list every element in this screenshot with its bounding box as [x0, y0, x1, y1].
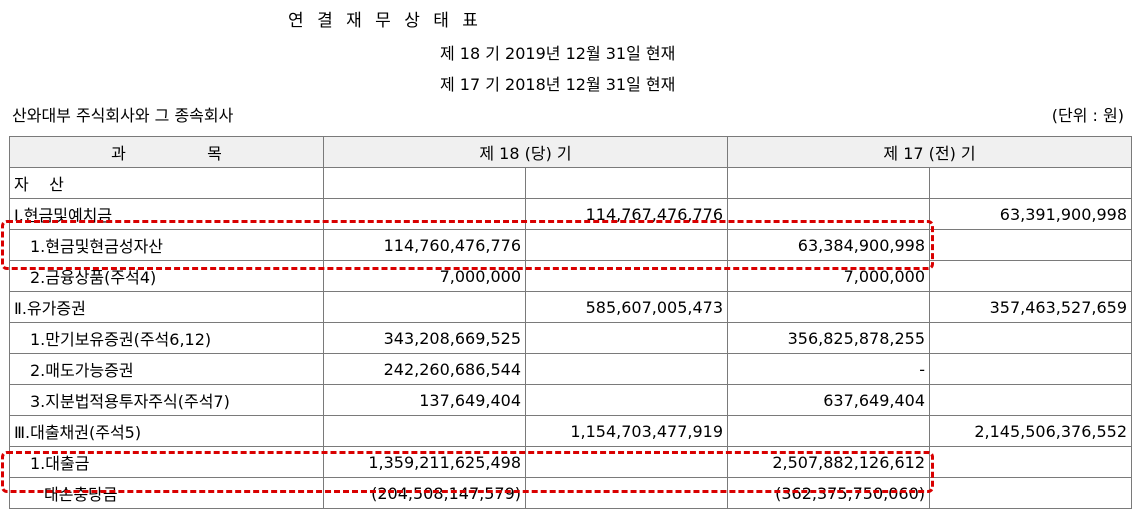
prior-total: 357,463,527,659: [929, 291, 1133, 323]
statement-title: 연 결 재 무 상 태 표: [288, 11, 482, 31]
prior-detail: 356,825,878,255: [727, 322, 931, 354]
table-row: 1.대출금 1,359,211,625,498 2,507,882,126,61…: [9, 446, 1133, 478]
current-detail: 1,359,211,625,498: [323, 446, 526, 478]
current-detail: (204,508,147,579): [323, 477, 526, 509]
prior-total: [929, 167, 1133, 199]
table-row: 3.지분법적용투자주식(주석7) 137,649,404 637,649,404: [9, 384, 1133, 416]
col-current-header: 제 18 (당) 기: [322, 136, 729, 168]
current-total: [524, 353, 729, 385]
prior-detail: 2,507,882,126,612: [727, 446, 931, 478]
prior-total: [929, 446, 1133, 478]
col-prior-header: 제 17 (전) 기: [727, 136, 1133, 168]
prior-detail: 637,649,404: [727, 384, 931, 416]
header-row: 과 목 제 18 (당) 기 제 17 (전) 기: [9, 136, 1133, 168]
account-label: 1.현금및현금성자산: [9, 229, 324, 261]
table-row: 대손충당금 (204,508,147,579) (362,375,750,060…: [9, 477, 1133, 509]
current-detail: [323, 291, 526, 323]
prior-detail: [727, 291, 931, 323]
current-total: [524, 322, 729, 354]
period-prior: 제 17 기 2018년 12월 31일 현재: [440, 75, 676, 94]
prior-detail: 7,000,000: [727, 260, 931, 292]
current-detail: [323, 415, 526, 447]
prior-total: [929, 229, 1133, 261]
table-row: Ⅰ.현금및예치금 114,767,476,776 63,391,900,998: [9, 198, 1133, 230]
current-detail: [323, 167, 526, 199]
current-detail: 343,208,669,525: [323, 322, 526, 354]
prior-total: 2,145,506,376,552: [929, 415, 1133, 447]
prior-detail: 63,384,900,998: [727, 229, 931, 261]
balance-sheet-table: 과 목 제 18 (당) 기 제 17 (전) 기 자 산 Ⅰ.현금및예치금 1…: [9, 136, 1133, 509]
table-row: 2.금융상품(주석4) 7,000,000 7,000,000: [9, 260, 1133, 292]
table-row: 1.만기보유증권(주석6,12) 343,208,669,525 356,825…: [9, 322, 1133, 354]
account-label: 2.금융상품(주석4): [9, 260, 324, 292]
prior-detail: [727, 167, 931, 199]
current-total: 114,767,476,776: [524, 198, 729, 230]
table-row: Ⅱ.유가증권 585,607,005,473 357,463,527,659: [9, 291, 1133, 323]
current-detail: 137,649,404: [323, 384, 526, 416]
current-detail: [323, 198, 526, 230]
current-total: [524, 260, 729, 292]
account-label: Ⅲ.대출채권(주석5): [9, 415, 324, 447]
account-label: 3.지분법적용투자주식(주석7): [9, 384, 324, 416]
prior-detail: -: [727, 353, 931, 385]
unit-label: (단위 : 원): [1051, 106, 1124, 125]
prior-total: [929, 322, 1133, 354]
prior-detail: [727, 415, 931, 447]
company-name: 산와대부 주식회사와 그 종속회사: [12, 106, 234, 125]
account-label: 대손충당금: [9, 477, 324, 509]
table-row: 1.현금및현금성자산 114,760,476,776 63,384,900,99…: [9, 229, 1133, 261]
current-total: [524, 229, 729, 261]
current-detail: 7,000,000: [323, 260, 526, 292]
current-detail: 242,260,686,544: [323, 353, 526, 385]
table-row: 2.매도가능증권 242,260,686,544 -: [9, 353, 1133, 385]
account-label: Ⅰ.현금및예치금: [9, 198, 324, 230]
current-total: [524, 477, 729, 509]
prior-total: [929, 477, 1133, 509]
table-row: Ⅲ.대출채권(주석5) 1,154,703,477,919 2,145,506,…: [9, 415, 1133, 447]
prior-detail: (362,375,750,060): [727, 477, 931, 509]
current-total: [524, 384, 729, 416]
account-label: 자 산: [9, 167, 324, 199]
current-detail: 114,760,476,776: [323, 229, 526, 261]
account-label: 2.매도가능증권: [9, 353, 324, 385]
period-current: 제 18 기 2019년 12월 31일 현재: [440, 44, 676, 63]
prior-total: [929, 353, 1133, 385]
prior-total: [929, 260, 1133, 292]
current-total: 1,154,703,477,919: [524, 415, 729, 447]
table-row: 자 산: [9, 167, 1133, 199]
current-total: [524, 446, 729, 478]
current-total: 585,607,005,473: [524, 291, 729, 323]
prior-detail: [727, 198, 931, 230]
col-account-header: 과 목: [9, 136, 324, 168]
current-total: [524, 167, 729, 199]
account-label: Ⅱ.유가증권: [9, 291, 324, 323]
account-label: 1.만기보유증권(주석6,12): [9, 322, 324, 354]
account-label: 1.대출금: [9, 446, 324, 478]
prior-total: 63,391,900,998: [929, 198, 1133, 230]
prior-total: [929, 384, 1133, 416]
